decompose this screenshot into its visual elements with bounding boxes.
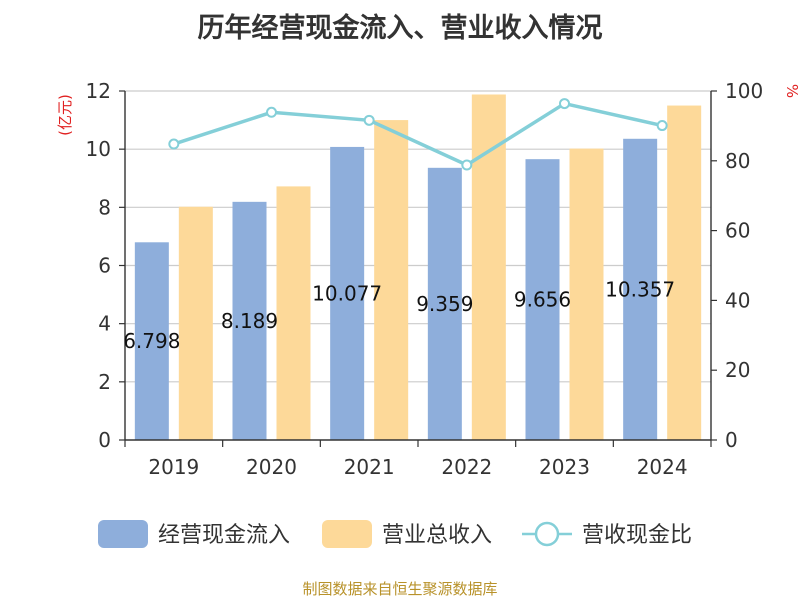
y-right-tick-label: 40 bbox=[725, 288, 750, 312]
data-label: 8.189 bbox=[221, 309, 278, 333]
y-left-tick-label: 8 bbox=[98, 195, 111, 219]
x-tick-label: 2021 bbox=[344, 455, 395, 479]
data-label: 10.077 bbox=[312, 281, 382, 305]
y-right-tick-label: 0 bbox=[725, 428, 738, 452]
y-right-axis-label: % bbox=[783, 84, 800, 98]
x-tick-label: 2019 bbox=[148, 455, 199, 479]
legend-swatch-marker bbox=[534, 521, 560, 547]
line-营收现金比 bbox=[173, 101, 663, 167]
y-left-tick-label: 12 bbox=[86, 79, 111, 103]
y-right-tick-label: 60 bbox=[725, 219, 750, 243]
line-point bbox=[559, 98, 570, 110]
line-point bbox=[363, 114, 375, 126]
bar-营业总收入 bbox=[374, 120, 409, 440]
line-point bbox=[266, 106, 277, 118]
bar-经营现金流入 bbox=[232, 201, 267, 440]
legend-label: 经营现金流入 bbox=[158, 523, 290, 548]
bar-营业总收入 bbox=[471, 94, 506, 441]
line-point bbox=[461, 159, 473, 171]
bar-经营现金流入 bbox=[623, 138, 658, 440]
bar-营业总收入 bbox=[667, 105, 702, 441]
legend-label: 营收现金比 bbox=[582, 523, 692, 548]
y-right-tick-label: 100 bbox=[725, 79, 763, 103]
y-left-tick-label: 4 bbox=[98, 312, 111, 336]
y-left-tick-label: 0 bbox=[98, 428, 111, 452]
bar-营业总收入 bbox=[569, 148, 604, 440]
x-tick-label: 2020 bbox=[246, 455, 297, 479]
source-note: 制图数据来自恒生聚源数据库 bbox=[302, 580, 498, 598]
y-right-tick-label: 80 bbox=[725, 149, 750, 173]
y-left-axis-label: (亿元) bbox=[56, 94, 74, 136]
bar-营业总收入 bbox=[276, 186, 311, 440]
y-left-tick-label: 10 bbox=[86, 137, 111, 161]
chart-title: 历年经营现金流入、营业收入情况 bbox=[197, 13, 603, 44]
y-right-tick-label: 20 bbox=[725, 358, 750, 382]
bar-经营现金流入 bbox=[525, 159, 560, 440]
y-left-tick-label: 6 bbox=[98, 254, 111, 278]
line-point bbox=[168, 138, 180, 150]
data-label: 9.359 bbox=[416, 292, 473, 316]
x-tick-label: 2024 bbox=[637, 455, 688, 479]
bar-经营现金流入 bbox=[330, 146, 365, 440]
line-point bbox=[656, 120, 668, 132]
y-left-tick-label: 2 bbox=[98, 370, 111, 394]
x-tick-label: 2022 bbox=[441, 455, 492, 479]
bar-营业总收入 bbox=[178, 206, 213, 440]
bar-经营现金流入 bbox=[134, 242, 169, 440]
legend-swatch bbox=[98, 520, 148, 548]
legend-label: 营业总收入 bbox=[382, 523, 492, 548]
bar-经营现金流入 bbox=[427, 167, 462, 440]
data-label: 6.798 bbox=[123, 329, 180, 353]
x-tick-label: 2023 bbox=[539, 455, 590, 479]
data-label: 9.656 bbox=[514, 288, 571, 312]
legend-swatch bbox=[322, 520, 372, 548]
data-label: 10.357 bbox=[605, 277, 675, 301]
